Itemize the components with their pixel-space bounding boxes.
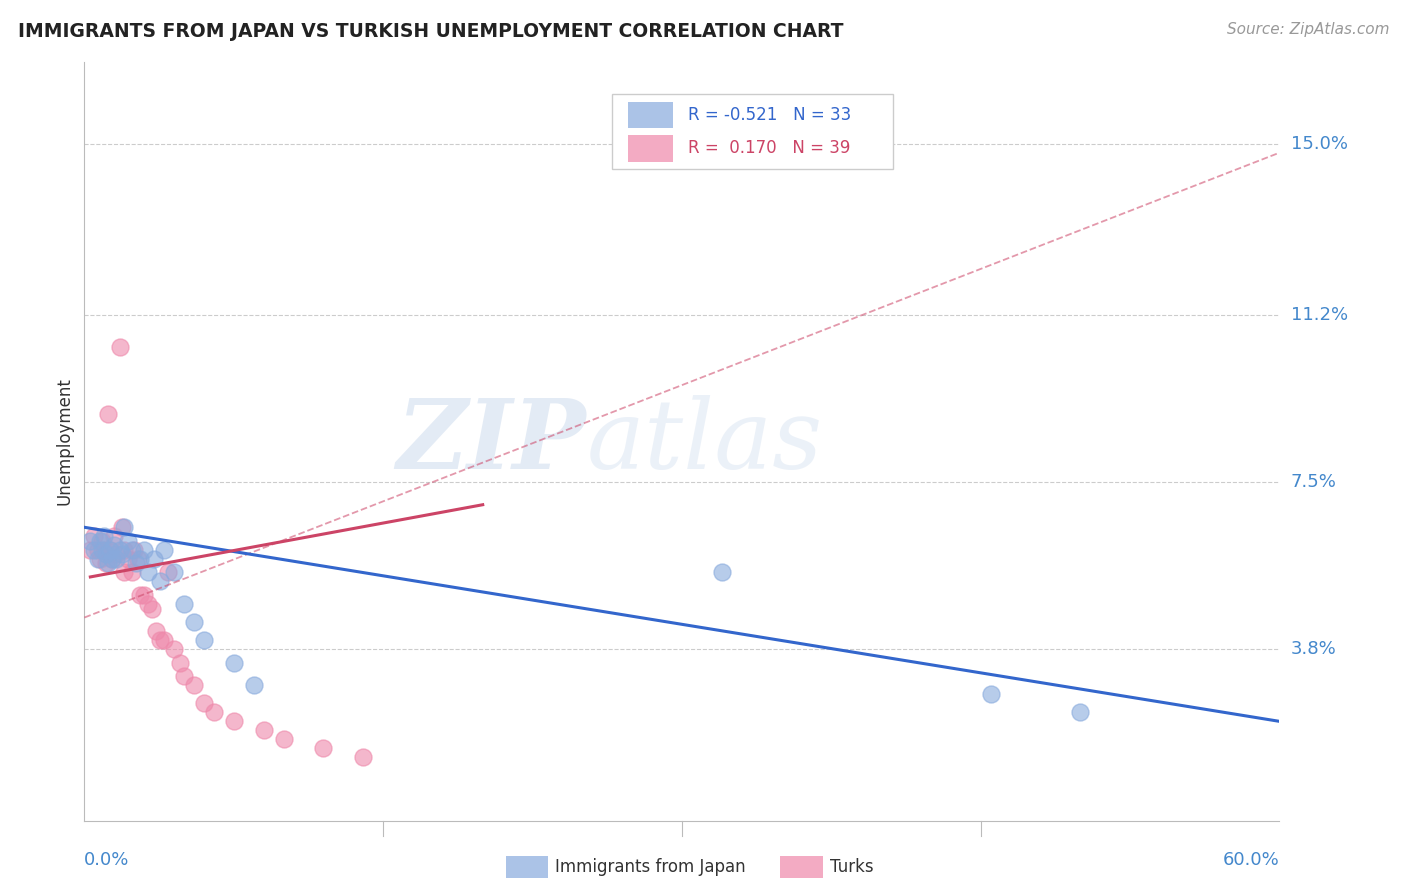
Point (91, 542, 114, 557)
Point (163, 642, 186, 657)
Point (111, 520, 134, 534)
Point (121, 542, 143, 557)
Point (1069, 706, 1091, 720)
Point (101, 552, 124, 566)
Point (93, 542, 115, 557)
Point (105, 547, 128, 561)
Point (132, 588, 156, 602)
Point (710, 566, 733, 580)
Point (222, 656, 245, 670)
Point (149, 574, 172, 589)
Point (103, 529, 125, 543)
Text: Source: ZipAtlas.com: Source: ZipAtlas.com (1226, 22, 1389, 37)
Text: 3.8%: 3.8% (1291, 640, 1336, 658)
Point (105, 552, 128, 566)
Text: 60.0%: 60.0% (1223, 851, 1279, 869)
Point (112, 520, 135, 534)
Point (121, 566, 143, 580)
Point (117, 533, 139, 548)
Point (122, 542, 145, 557)
Point (173, 669, 195, 683)
Point (83, 542, 105, 557)
Point (980, 687, 1002, 701)
Point (183, 678, 205, 692)
Text: atlas: atlas (586, 394, 823, 489)
Point (222, 714, 245, 729)
Point (129, 588, 152, 602)
Point (79, 542, 101, 557)
Point (312, 741, 335, 756)
Point (183, 615, 205, 629)
Point (93, 529, 115, 543)
Point (141, 601, 163, 615)
Point (163, 566, 186, 580)
Text: R = -0.521   N = 33: R = -0.521 N = 33 (688, 106, 851, 124)
Point (157, 566, 180, 580)
Point (110, 542, 132, 557)
Point (117, 552, 139, 566)
Text: Turks: Turks (830, 858, 873, 876)
Point (79, 533, 101, 548)
Point (98, 542, 121, 557)
Point (97, 557, 120, 571)
Point (111, 547, 134, 561)
Point (89, 533, 111, 548)
Point (153, 542, 176, 557)
Point (103, 538, 125, 552)
Point (96, 557, 118, 571)
Point (87, 552, 110, 566)
Point (129, 552, 152, 566)
Point (87, 542, 110, 557)
Point (125, 557, 148, 571)
Point (127, 552, 149, 566)
Text: R =  0.170   N = 39: R = 0.170 N = 39 (688, 139, 849, 157)
Text: 11.2%: 11.2% (1291, 306, 1348, 324)
Point (273, 732, 295, 747)
Point (193, 633, 215, 648)
Text: IMMIGRANTS FROM JAPAN VS TURKISH UNEMPLOYMENT CORRELATION CHART: IMMIGRANTS FROM JAPAN VS TURKISH UNEMPLO… (18, 22, 844, 41)
Point (112, 542, 135, 557)
Point (143, 552, 166, 566)
Point (153, 633, 176, 648)
Point (89, 552, 111, 566)
Point (96, 547, 118, 561)
Point (110, 340, 132, 354)
Text: 0.0%: 0.0% (84, 851, 129, 869)
Y-axis label: Unemployment: Unemployment (55, 377, 73, 506)
Text: Immigrants from Japan: Immigrants from Japan (555, 858, 747, 876)
Text: 15.0%: 15.0% (1291, 135, 1347, 153)
Point (202, 706, 225, 720)
Point (136, 566, 159, 580)
Point (169, 656, 191, 670)
Point (149, 633, 172, 648)
Point (101, 552, 124, 566)
Point (173, 597, 195, 611)
Point (97, 408, 120, 422)
Point (145, 624, 167, 639)
Text: 7.5%: 7.5% (1291, 473, 1337, 491)
Point (91, 533, 114, 548)
Text: ZIP: ZIP (396, 394, 586, 489)
Point (193, 696, 215, 710)
Point (132, 542, 156, 557)
Point (112, 566, 135, 580)
Point (352, 750, 374, 764)
Point (98, 542, 121, 557)
Point (253, 723, 276, 738)
Point (242, 678, 264, 692)
Point (83, 529, 105, 543)
Point (136, 597, 159, 611)
